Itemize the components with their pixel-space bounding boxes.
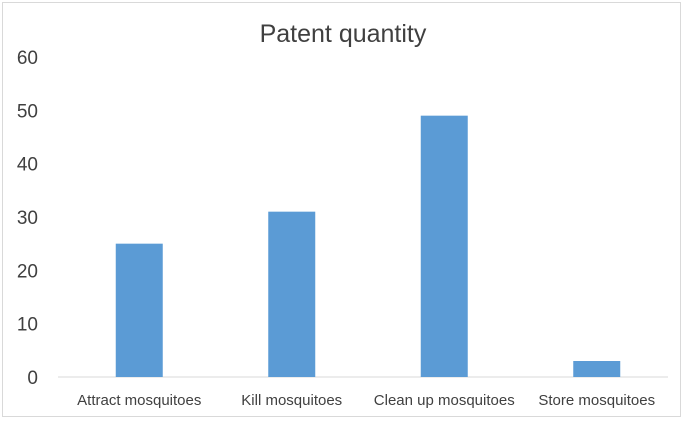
bars [115,115,621,378]
x-tick-label: Clean up mosquitoes [374,392,515,409]
y-tick-label: 10 [17,315,38,336]
bar [573,361,621,377]
y-tick-label: 30 [17,208,38,229]
chart-frame [2,2,681,417]
y-tick-label: 60 [17,48,38,69]
bar [268,211,316,377]
y-tick-label: 20 [17,261,38,282]
x-tick-label: Attract mosquitoes [77,392,201,409]
bar [420,115,468,378]
x-tick-label: Kill mosquitoes [241,392,342,409]
y-tick-label: 40 [17,155,38,176]
x-tick-label: Store mosquitoes [538,392,655,409]
bar [115,243,163,377]
y-tick-label: 50 [17,101,38,122]
chart-title: Patent quantity [260,20,427,48]
x-axis-ticks: Attract mosquitoes Kill mosquitoes Clean u… [77,392,655,409]
y-tick-label: 0 [27,368,38,389]
y-axis-ticks: 0 10 20 30 40 50 60 [17,48,38,389]
